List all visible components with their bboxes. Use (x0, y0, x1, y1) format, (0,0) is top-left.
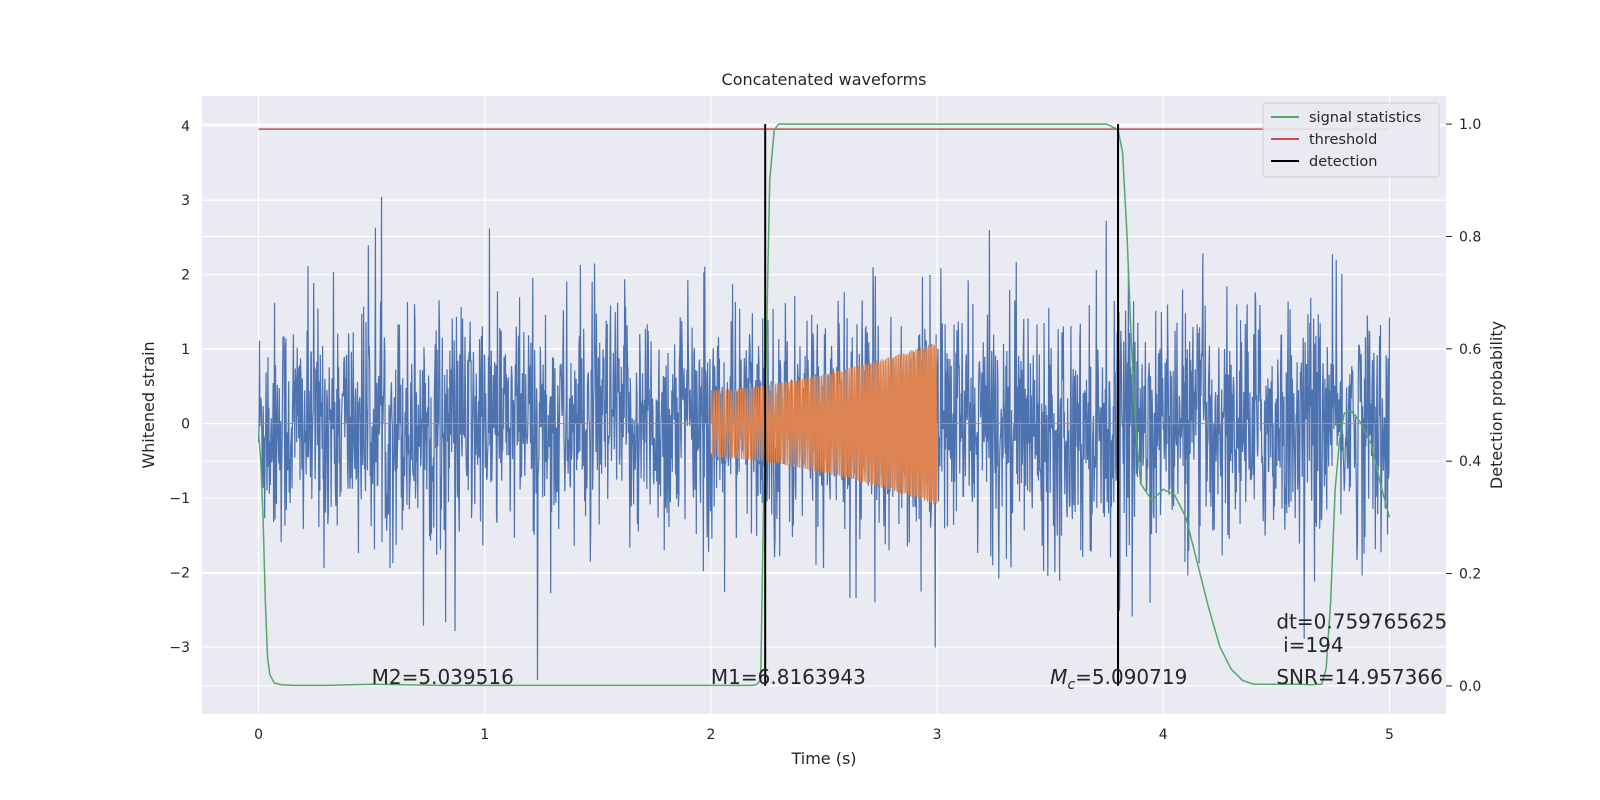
detection-lines (764, 124, 1120, 686)
annotations: M2=5.039516 M1=6.8163943 Mc=5.090719 dt=0.7… (372, 609, 1448, 693)
template-series-line (258, 342, 1390, 505)
chart-title: Concatenated waveforms (722, 70, 927, 89)
y-tick-label: −1 (169, 491, 190, 507)
x-tick-label: 0 (254, 727, 263, 743)
y-tick-label: 4 (181, 119, 190, 135)
y2-tick-label: 0.0 (1459, 679, 1481, 695)
legend: signal statistics threshold detection (1262, 102, 1440, 178)
annotation-subscript: c (1067, 677, 1075, 693)
y2-tick-label: 0.2 (1459, 567, 1481, 583)
plot-area (257, 123, 1391, 687)
y-axis-label: Whitened strain (139, 341, 158, 468)
annotation-text: i=194 (1283, 633, 1344, 657)
x-tick-label: 2 (706, 727, 715, 743)
annotation-text: Mc=5.090719 (1050, 665, 1187, 693)
x-tick-label: 3 (933, 727, 942, 743)
y-tick-label: 3 (181, 193, 190, 209)
signal-statistics-line (257, 123, 1391, 687)
y2-tick-label: 0.6 (1459, 342, 1481, 358)
y-tick-label: −2 (169, 566, 190, 582)
y-tick-label: 2 (181, 268, 190, 284)
x-axis-ticks: 0 1 2 3 4 5 (254, 727, 1394, 743)
y-axis-ticks: −3 −2 −1 0 1 2 3 4 (169, 119, 190, 656)
legend-entry-label: signal statistics (1309, 110, 1421, 126)
y-tick-label: −3 (169, 640, 190, 656)
annotation-text: M2=5.039516 (372, 665, 514, 689)
y2-tick-label: 0.8 (1459, 229, 1481, 245)
x-tick-label: 4 (1159, 727, 1168, 743)
annotation-text: dt=0.759765625 (1276, 609, 1447, 633)
y2-tick-label: 1.0 (1459, 117, 1481, 133)
y2-tick-label: 0.4 (1459, 454, 1481, 470)
y-tick-label: 1 (181, 342, 190, 358)
x-tick-label: 1 (480, 727, 489, 743)
x-axis-label: Time (s) (790, 749, 856, 768)
y-tick-label: 0 (181, 417, 190, 433)
legend-entry-label: detection (1309, 154, 1377, 170)
annotation-value: =5.090719 (1075, 665, 1187, 689)
annotation-text: M1=6.8163943 (711, 665, 866, 689)
annotation-math: M (1050, 665, 1067, 689)
y2-axis-label: Detection probability (1487, 321, 1506, 489)
annotation-text: SNR=14.957366 (1276, 665, 1442, 689)
legend-entry-label: threshold (1309, 132, 1377, 148)
x-tick-label: 5 (1385, 727, 1394, 743)
y2-axis-ticks: 0.0 0.2 0.4 0.6 0.8 1.0 (1446, 117, 1481, 695)
legend-box (1262, 102, 1440, 178)
